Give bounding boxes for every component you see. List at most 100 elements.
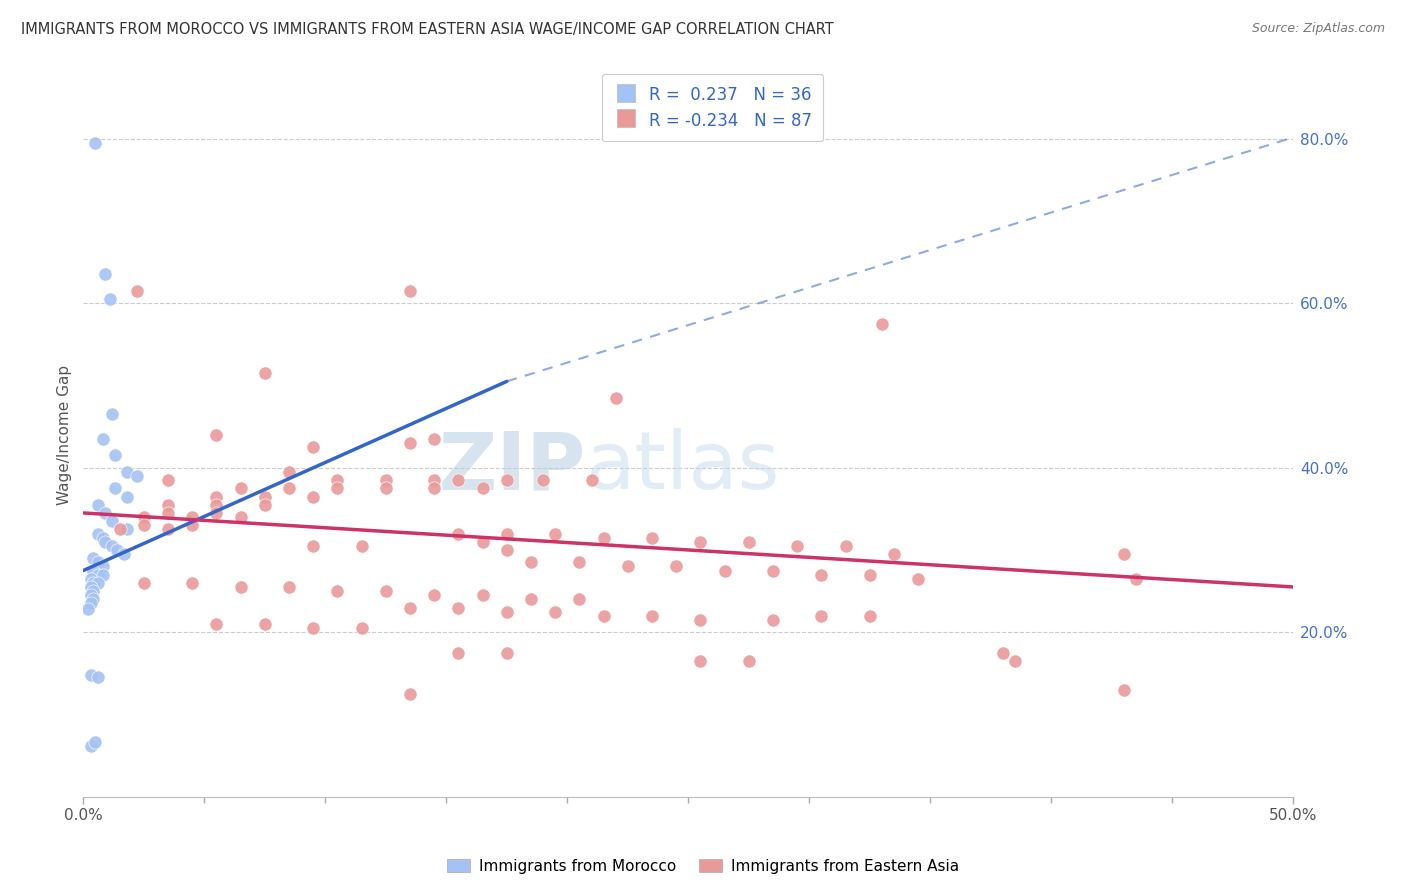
Point [181,575,204,590]
Point [253,498,276,512]
Point [79,580,101,594]
Point [423,481,446,495]
Point [471,534,494,549]
Point [544,526,567,541]
Point [125,284,148,298]
Point [94,268,117,282]
Point [108,522,131,536]
Point [738,654,761,668]
Point [447,646,470,660]
Point [617,559,640,574]
Point [350,621,373,635]
Point [326,481,349,495]
Point [84,734,107,748]
Point [302,539,325,553]
Text: ZIP: ZIP [439,428,585,507]
Point [156,498,179,512]
Point [205,490,228,504]
Point [101,539,124,553]
Point [689,654,711,668]
Point [132,518,155,533]
Point [278,481,301,495]
Point [91,432,114,446]
Point [156,522,179,536]
Point [181,518,204,533]
Point [423,432,446,446]
Point [132,575,155,590]
Point [447,600,470,615]
Point [115,465,138,479]
Point [423,473,446,487]
Point [125,469,148,483]
Point [87,567,110,582]
Point [689,613,711,627]
Point [82,592,104,607]
Point [1112,547,1135,561]
Y-axis label: Wage/Income Gap: Wage/Income Gap [58,365,72,505]
Point [91,531,114,545]
Point [374,473,396,487]
Point [156,506,179,520]
Point [205,506,228,520]
Point [94,506,117,520]
Point [87,555,110,569]
Point [181,510,204,524]
Point [1112,682,1135,697]
Point [495,646,517,660]
Point [156,473,179,487]
Legend: Immigrants from Morocco, Immigrants from Eastern Asia: Immigrants from Morocco, Immigrants from… [440,853,966,880]
Point [762,613,785,627]
Point [907,572,929,586]
Point [253,617,276,632]
Point [531,473,554,487]
Point [374,584,396,599]
Point [101,514,124,528]
Point [278,580,301,594]
Point [447,526,470,541]
Point [79,739,101,753]
Point [810,608,832,623]
Point [87,526,110,541]
Point [399,600,422,615]
Text: Source: ZipAtlas.com: Source: ZipAtlas.com [1251,22,1385,36]
Point [581,473,603,487]
Point [205,498,228,512]
Point [229,580,252,594]
Point [302,621,325,635]
Point [495,543,517,558]
Point [229,481,252,495]
Point [205,617,228,632]
Point [592,608,614,623]
Point [738,534,761,549]
Point [471,481,494,495]
Point [87,670,110,684]
Point [520,592,543,607]
Point [79,596,101,610]
Point [859,608,882,623]
Point [471,588,494,602]
Point [447,473,470,487]
Point [713,564,735,578]
Point [82,584,104,599]
Point [870,317,893,331]
Text: IMMIGRANTS FROM MOROCCO VS IMMIGRANTS FROM EASTERN ASIA WAGE/INCOME GAP CORRELAT: IMMIGRANTS FROM MOROCCO VS IMMIGRANTS FR… [21,22,834,37]
Point [326,584,349,599]
Point [520,555,543,569]
Point [79,588,101,602]
Point [665,559,688,574]
Point [87,575,110,590]
Point [91,559,114,574]
Point [94,534,117,549]
Point [105,543,128,558]
Point [568,592,591,607]
Point [302,440,325,454]
Point [115,490,138,504]
Point [859,567,882,582]
Point [374,481,396,495]
Point [399,284,422,298]
Point [592,531,614,545]
Point [786,539,808,553]
Legend: R =  0.237   N = 36, R = -0.234   N = 87: R = 0.237 N = 36, R = -0.234 N = 87 [602,74,823,142]
Point [79,572,101,586]
Point [399,687,422,701]
